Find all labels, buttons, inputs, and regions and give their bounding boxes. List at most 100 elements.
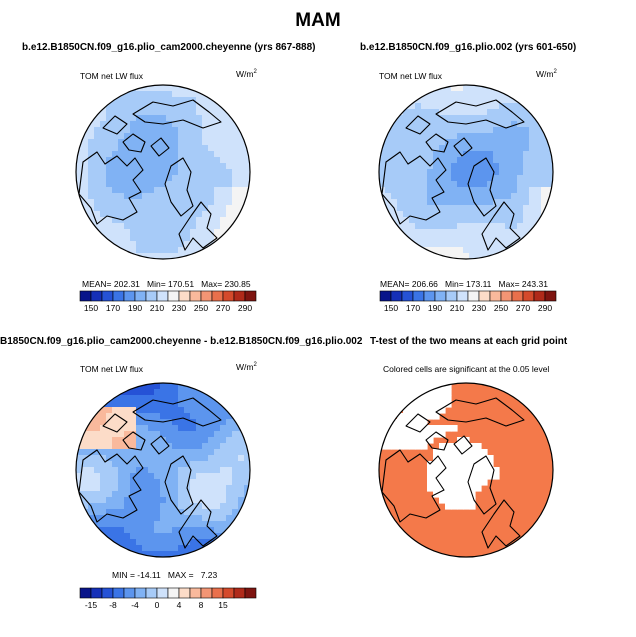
map-cell [535,199,542,206]
insignificant-cell [469,461,476,468]
map-cell [136,533,143,540]
map-cell [172,103,179,110]
map-cell [445,199,452,206]
map-cell [178,199,185,206]
map-cell [427,169,434,176]
map-cell [142,229,149,236]
colorbar-tick-label: 210 [450,303,464,313]
map-cell [463,91,470,98]
map-cell [244,175,250,182]
map-cell [82,139,89,146]
insignificant-cell [385,437,392,444]
map-cell [469,163,476,170]
map-cell [463,253,470,259]
map-cell [469,241,476,248]
map-cell [124,97,131,104]
map-cell [76,151,83,158]
map-cell [136,151,143,158]
map-cell [142,157,149,164]
map-cell [397,193,404,200]
map-cell [517,163,524,170]
map-cell [481,121,488,128]
map-cell [118,419,125,426]
map-cell [421,223,428,230]
colorbar-tick-label: -4 [131,600,139,610]
map-cell [421,103,428,110]
map-cell [112,133,119,140]
map-cell [106,395,113,402]
map-cell [112,431,119,438]
insignificant-cell [403,443,410,450]
map-cell [166,539,173,546]
insignificant-cell [421,419,428,426]
insignificant-cell [409,401,416,408]
map-cell [529,193,536,200]
map-cell [148,383,155,390]
map-cell [154,419,161,426]
map-cell [220,455,227,462]
map-cell [499,103,506,110]
map-cell [160,509,167,516]
map-cell [160,425,167,432]
insignificant-cell [439,497,446,504]
map-cell [535,211,542,218]
map-cell [178,401,185,408]
map-cell [214,425,221,432]
map-cell [196,139,203,146]
map-cell [88,169,95,176]
map-cell [94,503,101,510]
insignificant-cell [451,425,458,432]
map-cell [415,193,422,200]
colorbar-swatch [79,587,92,599]
map-cell [481,115,488,122]
map-cell [475,217,482,224]
insignificant-cell [445,383,452,390]
map-cell [172,235,179,242]
map-cell [226,121,233,128]
map-cell [505,211,512,218]
map-cell [130,401,137,408]
map-cell [397,157,404,164]
map-cell [202,145,209,152]
map-cell [88,139,95,146]
colorbar-tick-label: -8 [109,600,117,610]
map-cell [415,115,422,122]
insignificant-cell [415,425,422,432]
map-cell [208,449,215,456]
map-cell [148,473,155,480]
map-cell [196,193,203,200]
map-cell [106,115,113,122]
map-cell [409,139,416,146]
map-cell [214,193,221,200]
map-cell [517,127,524,134]
insignificant-cell [493,473,500,480]
map-cell [172,383,179,390]
map-cell [166,527,173,534]
colorbar-tick-label: 8 [199,600,204,610]
map-cell [439,169,446,176]
map-cell [166,389,173,396]
map-cell [415,175,422,182]
map-cell [124,85,131,92]
insignificant-cell [463,485,470,492]
map-cell [523,151,530,158]
map-cell [232,187,239,194]
insignificant-cell [427,383,434,390]
coastline-3 [164,455,194,515]
map-cell [136,127,143,134]
map-cell [457,109,464,116]
insignificant-cell [457,473,464,480]
map-cell [76,133,83,140]
map-cell [208,515,215,522]
map-cell [196,479,203,486]
map-cell [172,157,179,164]
map-cell [427,253,434,259]
map-cell [160,437,167,444]
insignificant-cell [445,395,452,402]
insignificant-cell [445,479,452,486]
map-cell [136,545,143,552]
map-cell [172,395,179,402]
insignificant-cell [463,503,470,510]
map-cell [148,109,155,116]
map-cell [160,479,167,486]
